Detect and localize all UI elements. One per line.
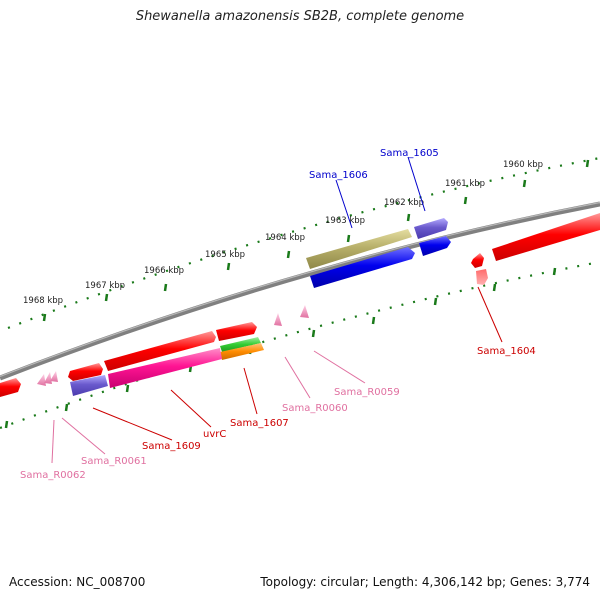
scale-label-1960: 1960 kbp — [503, 160, 543, 170]
genome-backbone-highlight — [0, 201, 600, 378]
gene-label-sama-1607: Sama_1607 — [230, 418, 289, 429]
gene-red-3-arrow[interactable] — [68, 363, 103, 381]
scale-label-1963: 1963 kbp — [325, 216, 365, 226]
label-leader-lines — [51, 156, 503, 464]
outer-major-ticks — [42, 159, 590, 322]
genome-backbone — [0, 201, 600, 381]
gene-blue-1-arrow[interactable] — [419, 236, 451, 256]
gene-label-sama-1605: Sama_1605 — [380, 148, 439, 159]
gene-red-edge-arrow[interactable] — [0, 378, 21, 397]
scale-label-1967: 1967 kbp — [85, 281, 125, 291]
scale-label-1965: 1965 kbp — [205, 250, 245, 260]
gene-sama-1609-arrow[interactable] — [70, 375, 108, 396]
scale-label-1964: 1964 kbp — [265, 233, 305, 243]
gene-sama-1604-small-arrow[interactable] — [471, 253, 488, 285]
rna-sama-r0062-marker[interactable] — [50, 371, 58, 382]
inner-major-ticks — [4, 267, 557, 429]
topology-text: Topology: circular; Length: 4,306,142 bp… — [260, 575, 590, 589]
gene-uvrc-arrow[interactable] — [108, 348, 222, 388]
gene-sama-1607-arrow[interactable] — [220, 337, 264, 360]
gene-sama-1605-arrow[interactable] — [414, 218, 448, 239]
scale-label-1968: 1968 kbp — [23, 296, 63, 306]
gene-sama-1606-arrow[interactable] — [306, 229, 412, 269]
gene-label-sama-r0059: Sama_R0059 — [334, 387, 400, 398]
accession-text: Accession: NC_008700 — [9, 575, 146, 589]
scale-label-1961: 1961 kbp — [445, 179, 485, 189]
gene-label-sama-r0061: Sama_R0061 — [81, 456, 147, 467]
gene-blue-2-arrow[interactable] — [310, 247, 415, 288]
rna-sama-r0061-marker[interactable] — [37, 372, 52, 386]
gene-label-sama-r0062: Sama_R0062 — [20, 470, 86, 481]
scale-label-1966: 1966 kbp — [144, 266, 184, 276]
gene-red-2-arrow[interactable] — [104, 331, 216, 371]
gene-sama-1604-arrow[interactable] — [492, 213, 600, 261]
gene-label-uvrc: uvrC — [203, 429, 226, 440]
gene-label-sama-1609: Sama_1609 — [142, 441, 201, 452]
scale-label-1962: 1962 kbp — [384, 198, 424, 208]
gene-label-sama-r0060: Sama_R0060 — [282, 403, 348, 414]
rna-sama-r0060-marker[interactable] — [274, 313, 282, 326]
genome-title: Shewanella amazonensis SB2B, complete ge… — [135, 9, 465, 24]
rna-sama-r0059-marker[interactable] — [300, 305, 309, 318]
gene-red-1-arrow[interactable] — [216, 322, 257, 341]
gene-label-sama-1606: Sama_1606 — [309, 170, 368, 181]
gene-label-sama-1604: Sama_1604 — [477, 346, 536, 357]
